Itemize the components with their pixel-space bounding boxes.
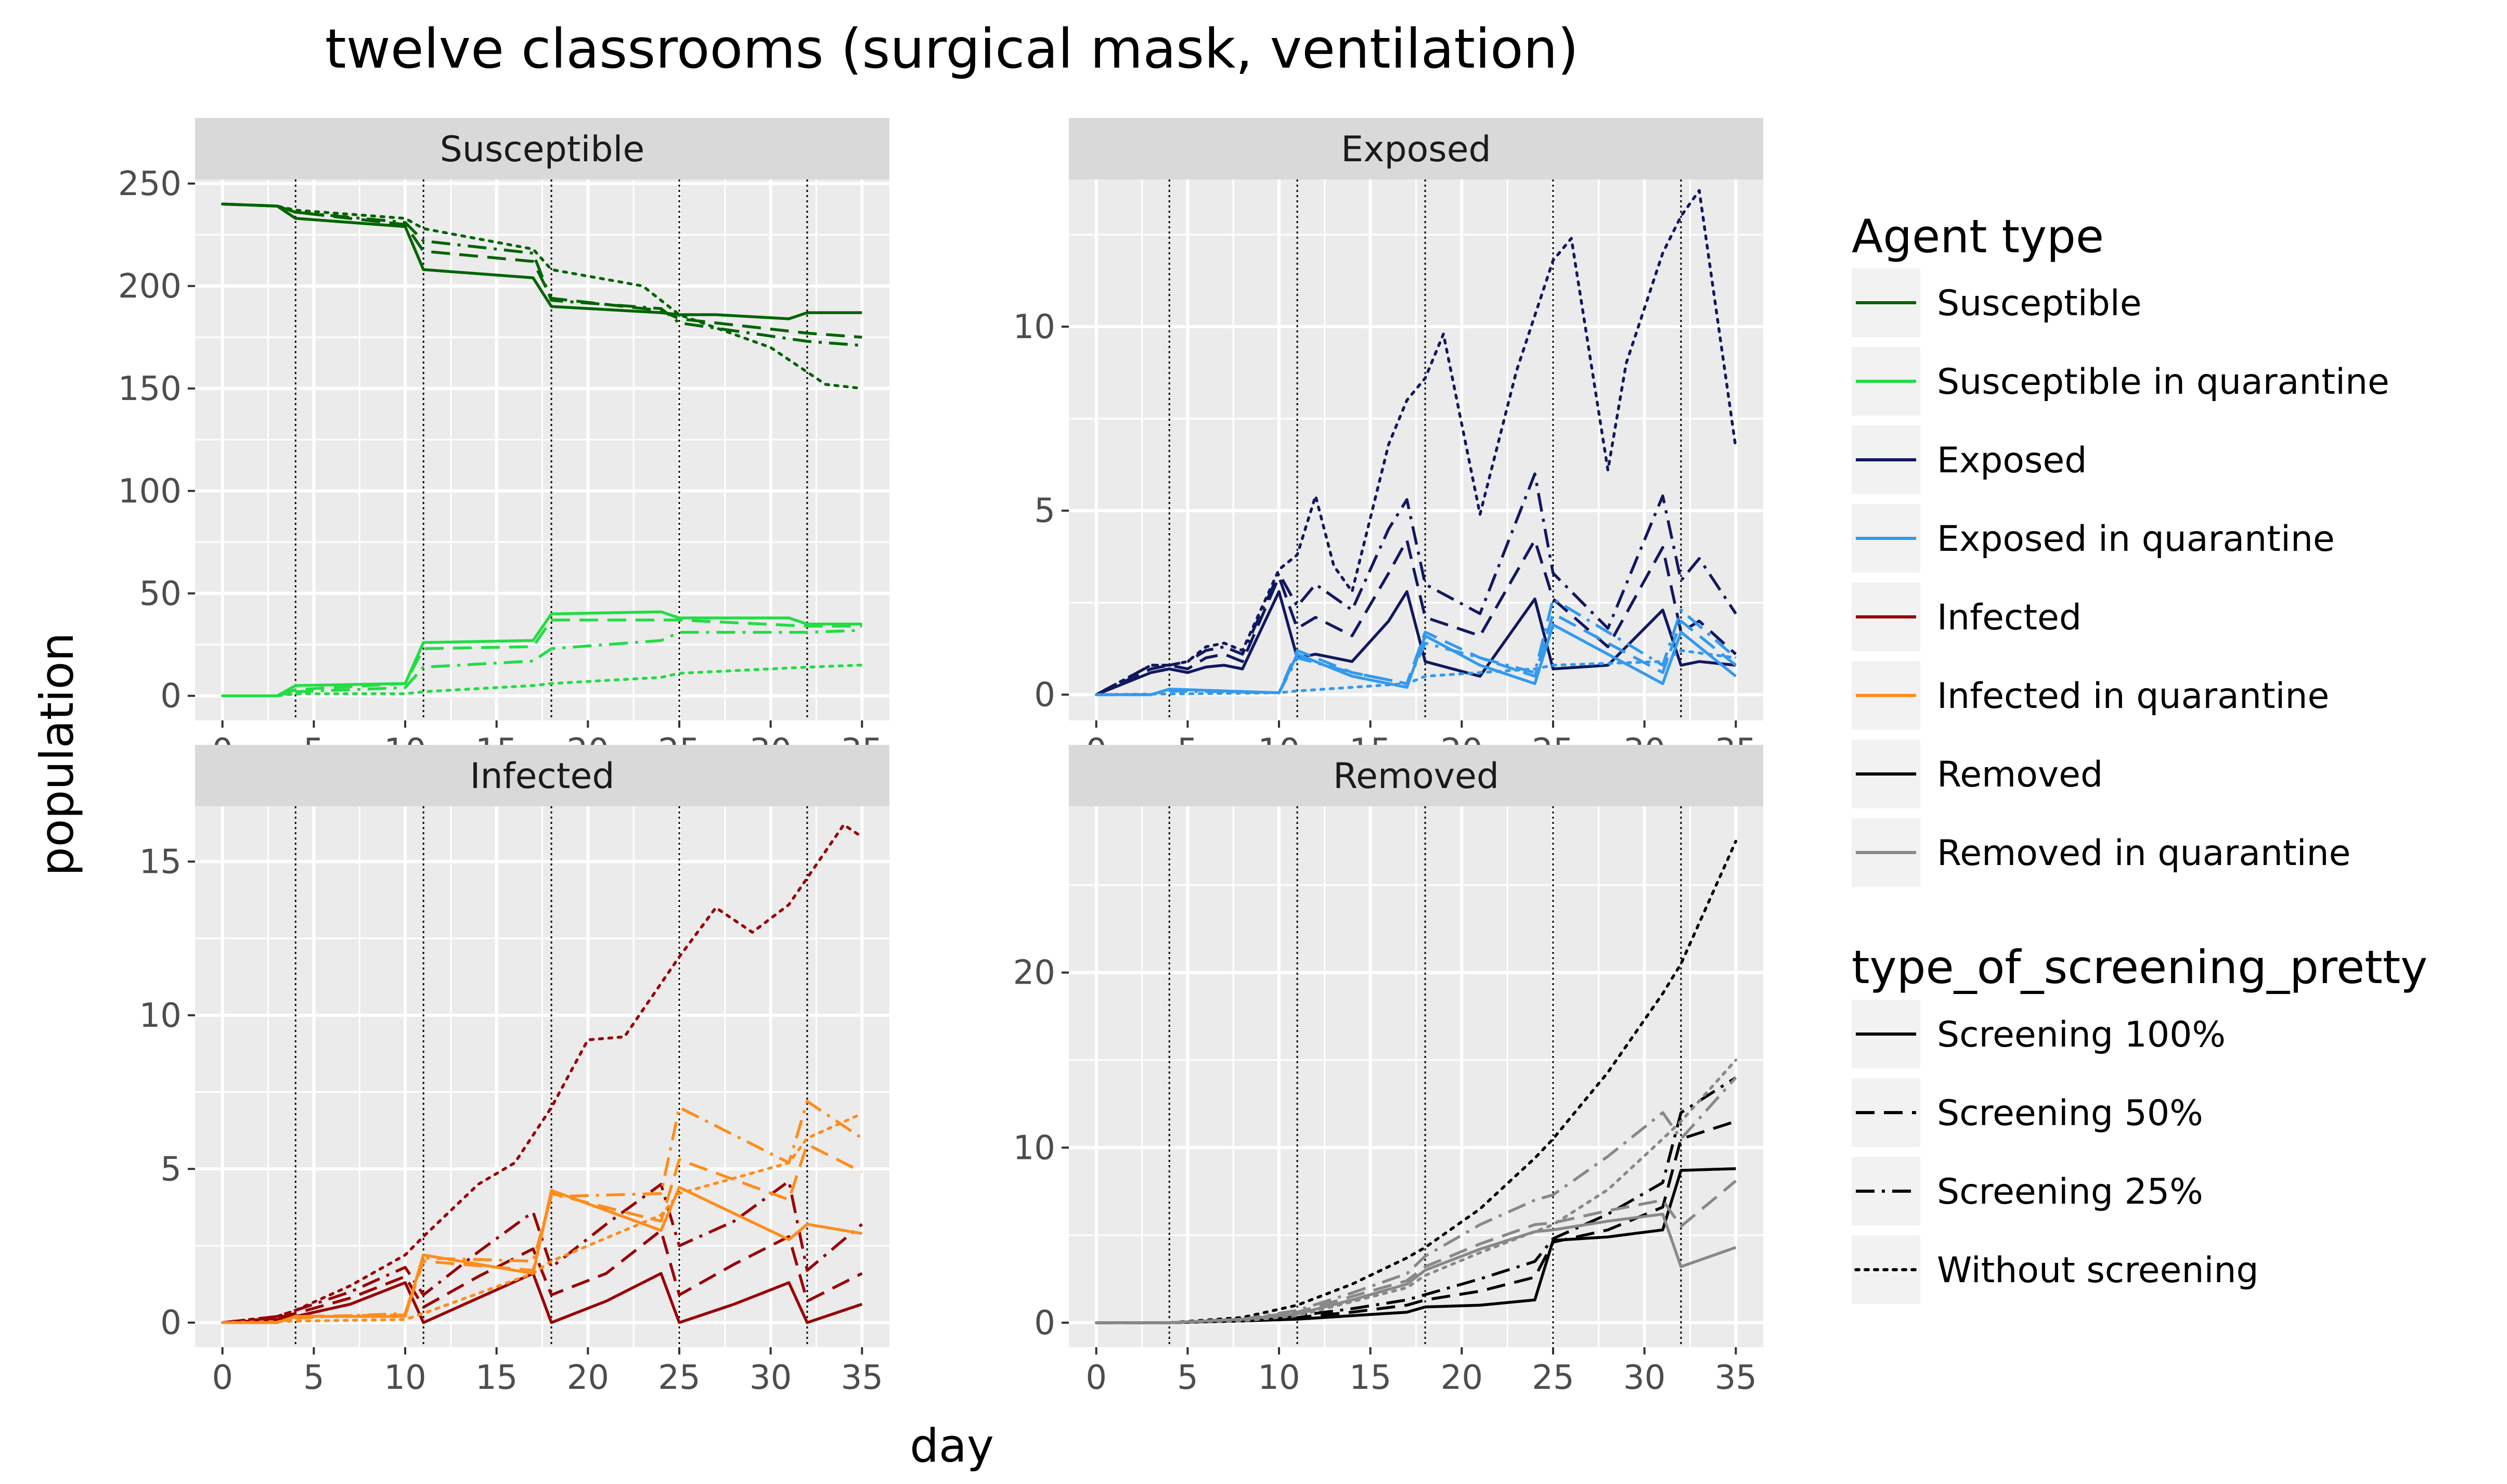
series-line-infected-screening-100 (222, 1272, 863, 1324)
legend-item-susceptible-in-quarantine: Susceptible in quarantine (1937, 362, 2389, 403)
y-tick-label: 200 (118, 267, 182, 306)
facet-strip (195, 745, 889, 806)
series-line-susceptible-in-quarantine-screening-25 (222, 628, 862, 698)
y-tick-label: 0 (160, 677, 182, 716)
series-line-infected-in-quarantine-without-screening (221, 1112, 864, 1324)
x-tick-label: 15 (1349, 1359, 1391, 1397)
y-tick-label: 0 (1034, 1304, 1055, 1343)
facet-strip (195, 118, 889, 179)
legend-item-susceptible: Susceptible (1937, 283, 2142, 324)
panels: Susceptible05101520253035050100150200250… (118, 118, 1763, 1397)
y-tick-label: 100 (118, 472, 182, 511)
y-tick-label: 0 (160, 1304, 182, 1343)
legend-title-screening: type_of_screening_pretty (1852, 940, 2427, 994)
series-line-susceptible-without-screening (221, 202, 864, 390)
legend-item-infected-in-quarantine: Infected in quarantine (1937, 676, 2329, 717)
x-tick-label: 35 (841, 1359, 883, 1397)
y-tick-label: 15 (139, 843, 182, 881)
series-line-infected-screening-50 (222, 1229, 863, 1324)
y-tick-label: 20 (1013, 954, 1055, 992)
panel-removed: Removed 0 5 10 15 20 25 30 35 0 10 20 (1013, 745, 1763, 1397)
series-line-susceptible-in-quarantine-screening-100 (222, 610, 862, 698)
series-line-exposed-in-quarantine-without-screening (1094, 649, 1738, 696)
series-line-removed-screening-25 (1096, 1076, 1737, 1324)
x-tick-label: 25 (658, 1359, 700, 1397)
facet-strip-label: Exposed (1341, 129, 1491, 170)
x-tick-label: 35 (1715, 1359, 1757, 1397)
y-tick-label: 10 (1013, 308, 1055, 346)
x-tick-label: 30 (1623, 1359, 1665, 1397)
facet-strip-label: Susceptible (440, 129, 645, 170)
chart-title: twelve classrooms (surgical mask, ventil… (325, 17, 1579, 81)
legend-title-agent: Agent type (1852, 210, 2104, 263)
y-tick-label: 250 (118, 165, 182, 203)
series-line-infected-screening-25 (222, 1180, 863, 1324)
series-line-exposed-screening-100 (1095, 590, 1736, 696)
legend-item-exposed: Exposed (1937, 440, 2087, 481)
legend-item-removed-in-quarantine: Removed in quarantine (1937, 833, 2350, 874)
panel-infected: Infected 0 5 10 15 20 25 30 35 0 5 10 15 (139, 745, 889, 1397)
series-line-exposed-screening-25 (1095, 472, 1737, 696)
x-tick-label: 5 (303, 1359, 325, 1397)
x-tick-label: 5 (1177, 1359, 1198, 1397)
series-group (1094, 189, 1738, 696)
y-tick-label: 50 (139, 575, 182, 613)
legend-item-removed: Removed (1937, 754, 2103, 795)
x-axis-label: day (910, 1419, 994, 1473)
series-group (1094, 840, 1738, 1324)
facet-strip (1069, 118, 1763, 179)
series-group (221, 202, 864, 698)
y-axis-label: population (30, 633, 84, 876)
series-line-infected-in-quarantine-screening-50 (222, 1143, 863, 1324)
series-line-infected-without-screening (221, 823, 864, 1324)
series-line-susceptible-in-quarantine-screening-50 (222, 618, 862, 698)
legend-item-without-screening: Without screening (1937, 1250, 2259, 1291)
y-tick-label: 10 (139, 997, 182, 1035)
y-tick-label: 5 (1034, 492, 1055, 531)
legend: Agent type Susceptible Susceptible in quar… (1852, 210, 2427, 1304)
y-tick-label: 0 (1034, 676, 1055, 714)
series-group (221, 823, 864, 1324)
series-line-removed-without-screening (1094, 840, 1738, 1324)
facet-strip-label: Infected (470, 756, 615, 797)
x-tick-label: 0 (1085, 1359, 1107, 1397)
x-tick-label: 25 (1532, 1359, 1574, 1397)
y-tick-label: 10 (1013, 1129, 1055, 1167)
series-line-removed-in-quarantine-without-screening (1094, 1059, 1738, 1324)
panel-susceptible: Susceptible05101520253035050100150200250 (118, 118, 889, 770)
y-tick-label: 5 (160, 1150, 182, 1189)
x-tick-label: 20 (1441, 1359, 1483, 1397)
x-tick-label: 10 (1258, 1359, 1300, 1397)
series-line-removed-in-quarantine-screening-25 (1096, 1076, 1737, 1324)
x-tick-label: 20 (567, 1359, 609, 1397)
x-tick-label: 15 (475, 1359, 518, 1397)
series-line-exposed-in-quarantine-screening-50 (1096, 612, 1737, 696)
y-tick-label: 150 (118, 370, 182, 408)
legend-item-exposed-in-quarantine: Exposed in quarantine (1937, 519, 2335, 560)
series-line-exposed-screening-50 (1095, 538, 1737, 696)
x-tick-label: 0 (212, 1359, 233, 1397)
series-line-exposed-without-screening (1094, 189, 1738, 696)
x-tick-label: 30 (749, 1359, 792, 1397)
legend-item-infected: Infected (1937, 597, 2082, 638)
legend-item-screening-100: Screening 100% (1937, 1014, 2226, 1055)
facet-strip (1069, 745, 1763, 806)
series-line-susceptible-in-quarantine-without-screening (221, 663, 864, 698)
facet-strip-label: Removed (1333, 756, 1499, 797)
series-line-susceptible-screening-100 (222, 202, 862, 320)
panel-exposed: Exposed051015202530350510 (1013, 118, 1763, 770)
legend-item-screening-25: Screening 25% (1937, 1171, 2203, 1212)
legend-item-screening-50: Screening 50% (1937, 1093, 2203, 1134)
x-tick-label: 10 (384, 1359, 426, 1397)
